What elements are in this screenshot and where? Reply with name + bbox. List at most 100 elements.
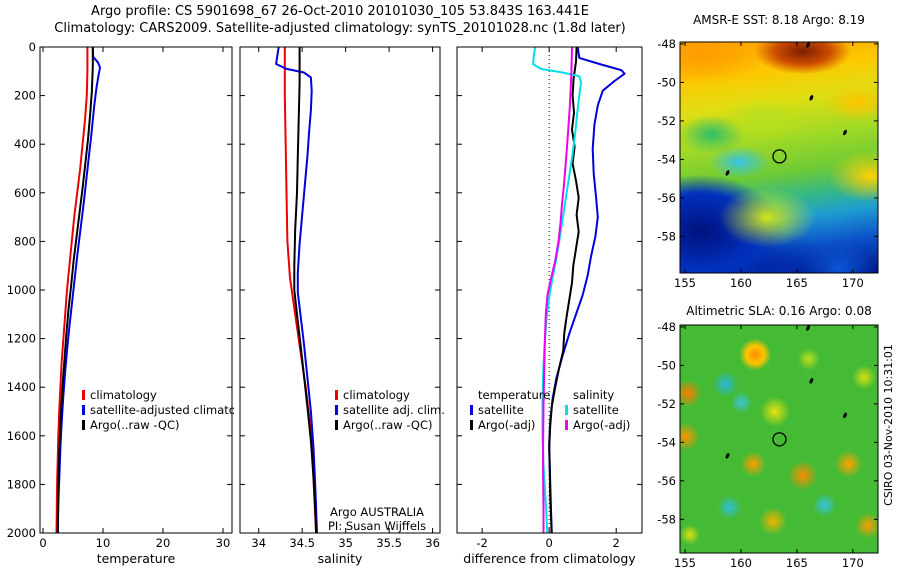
x-tick-label: 165 xyxy=(786,276,808,290)
series-argo-raw-qc xyxy=(56,47,94,534)
x-tick-label: 160 xyxy=(730,556,752,570)
y-tick-label: -54 xyxy=(657,152,676,166)
y-tick-label: 1000 xyxy=(7,283,36,297)
y-tick-label: -52 xyxy=(657,114,676,128)
series-temperature-argo-adj- xyxy=(548,46,580,534)
x-tick-label: -2 xyxy=(476,536,487,550)
y-tick-label: 400 xyxy=(14,137,36,151)
difference-axis-label: difference from climatology xyxy=(463,551,636,566)
figure-title-line1: Argo profile: CS 5901698_67 26-Oct-2010 … xyxy=(91,4,589,19)
x-tick-label: 35.5 xyxy=(376,536,402,550)
y-tick-label: 800 xyxy=(14,234,36,248)
black-line-swatch-icon xyxy=(82,419,85,430)
x-tick-label: 34.5 xyxy=(289,536,315,550)
red-line-swatch-icon xyxy=(82,389,85,400)
x-tick-label: 170 xyxy=(842,276,864,290)
legend-label: Argo(..raw -QC) xyxy=(343,417,433,432)
legend-item-sal-satellite: satellite xyxy=(565,402,650,417)
x-tick-label: 155 xyxy=(674,276,696,290)
difference_profile-frame xyxy=(456,46,643,534)
legend-temperature-panel: climatology satellite-adjusted climatolo… xyxy=(82,387,234,432)
legend-column-header: temperature xyxy=(478,387,562,402)
series-satellite-adjusted-climatology xyxy=(57,46,101,533)
y-tick-label: -50 xyxy=(657,75,676,89)
sst-map-title: AMSR-E SST: 8.18 Argo: 8.19 xyxy=(693,13,865,27)
y-tick-label: -56 xyxy=(657,191,676,205)
legend-label: Argo(-adj) xyxy=(478,417,536,432)
legend-label: climatology xyxy=(343,387,410,402)
salinity-axis-label: salinity xyxy=(317,551,363,566)
y-tick-label: -48 xyxy=(657,37,676,51)
legend-item-climatology: climatology xyxy=(335,387,445,402)
y-tick-label: 1800 xyxy=(7,477,36,491)
x-tick-label: 0 xyxy=(39,536,46,550)
temperature-axis-label: temperature xyxy=(96,551,176,566)
legend-label: climatology xyxy=(90,387,157,402)
cyan-line-swatch-icon xyxy=(565,404,568,415)
y-tick-label: -54 xyxy=(657,435,676,449)
legend-item-argo: Argo(..raw -QC) xyxy=(335,417,445,432)
y-tick-label: -52 xyxy=(657,397,676,411)
x-tick-label: 155 xyxy=(674,556,696,570)
legend-item-climatology: climatology xyxy=(82,387,234,402)
legend-item-temp-satellite: satellite xyxy=(470,402,562,417)
legend-label: satellite-adjusted climatology xyxy=(90,402,234,417)
blue-line-swatch-icon xyxy=(470,404,473,415)
x-tick-label: 160 xyxy=(730,276,752,290)
legend-header-label: salinity xyxy=(573,387,615,402)
series-climatology xyxy=(283,47,318,534)
y-tick-label: 2000 xyxy=(7,526,36,540)
legend-label: satellite xyxy=(478,402,524,417)
legend-difference-temperature-column: temperature satellite Argo(-adj) xyxy=(470,387,562,432)
series-argo-raw-qc xyxy=(293,47,318,534)
x-tick-label: 36 xyxy=(425,536,440,550)
x-tick-label: 165 xyxy=(786,556,808,570)
magenta-line-swatch-icon xyxy=(565,419,568,430)
x-tick-label: 0 xyxy=(546,536,553,550)
series-salinity-satellite xyxy=(532,46,582,534)
series-temperature-satellite xyxy=(548,46,626,534)
blue-line-swatch-icon xyxy=(82,404,85,415)
series-satellite-adj-clim- xyxy=(275,46,318,534)
black-line-swatch-icon xyxy=(335,419,338,430)
y-tick-label: 1200 xyxy=(7,332,36,346)
y-tick-label: -50 xyxy=(657,358,676,372)
red-line-swatch-icon xyxy=(335,389,338,400)
temperature_profile-frame xyxy=(39,46,233,534)
sla-heatmap xyxy=(680,325,878,553)
y-tick-label: 0 xyxy=(29,40,36,54)
y-tick-label: -58 xyxy=(657,512,676,526)
legend-salinity-panel: climatology satellite adj. clim. Argo(..… xyxy=(335,387,445,432)
x-tick-label: 20 xyxy=(156,536,171,550)
series-climatology xyxy=(55,47,89,534)
y-tick-label: 200 xyxy=(14,89,36,103)
sla-map-title: Altimetric SLA: 0.16 Argo: 0.08 xyxy=(686,304,872,318)
sst-heatmap xyxy=(680,42,878,273)
y-tick-label: -56 xyxy=(657,474,676,488)
y-tick-label: 1400 xyxy=(7,380,36,394)
legend-item-sal-argo-adj: Argo(-adj) xyxy=(565,417,650,432)
legend-item-argo: Argo(..raw -QC) xyxy=(82,417,234,432)
x-tick-label: 10 xyxy=(96,536,111,550)
y-tick-label: -48 xyxy=(657,320,676,334)
legend-difference-salinity-column: salinity satellite Argo(-adj) xyxy=(565,387,650,432)
x-tick-label: 2 xyxy=(613,536,620,550)
csiro-timestamp: CSIRO 03-Nov-2010 10:31:01 xyxy=(882,344,895,506)
y-tick-label: -58 xyxy=(657,229,676,243)
legend-label: Argo(..raw -QC) xyxy=(90,417,180,432)
legend-label: satellite adj. clim. xyxy=(343,402,445,417)
y-tick-label: 1600 xyxy=(7,429,36,443)
y-tick-label: 600 xyxy=(14,186,36,200)
x-tick-label: 170 xyxy=(842,556,864,570)
series-salinity-argo-adj- xyxy=(542,46,573,533)
salinity_profile-frame xyxy=(239,46,441,534)
blue-line-swatch-icon xyxy=(335,404,338,415)
black-line-swatch-icon xyxy=(470,419,473,430)
x-tick-label: 35 xyxy=(338,536,353,550)
pi-annotation: PI: Susan Wijffels xyxy=(328,519,427,533)
legend-item-satellite-adjusted: satellite-adjusted climatology xyxy=(82,402,234,417)
legend-label: Argo(-adj) xyxy=(573,417,631,432)
figure-title-line2: Climatology: CARS2009. Satellite-adjuste… xyxy=(54,21,626,36)
legend-item-satellite-adjusted: satellite adj. clim. xyxy=(335,402,445,417)
